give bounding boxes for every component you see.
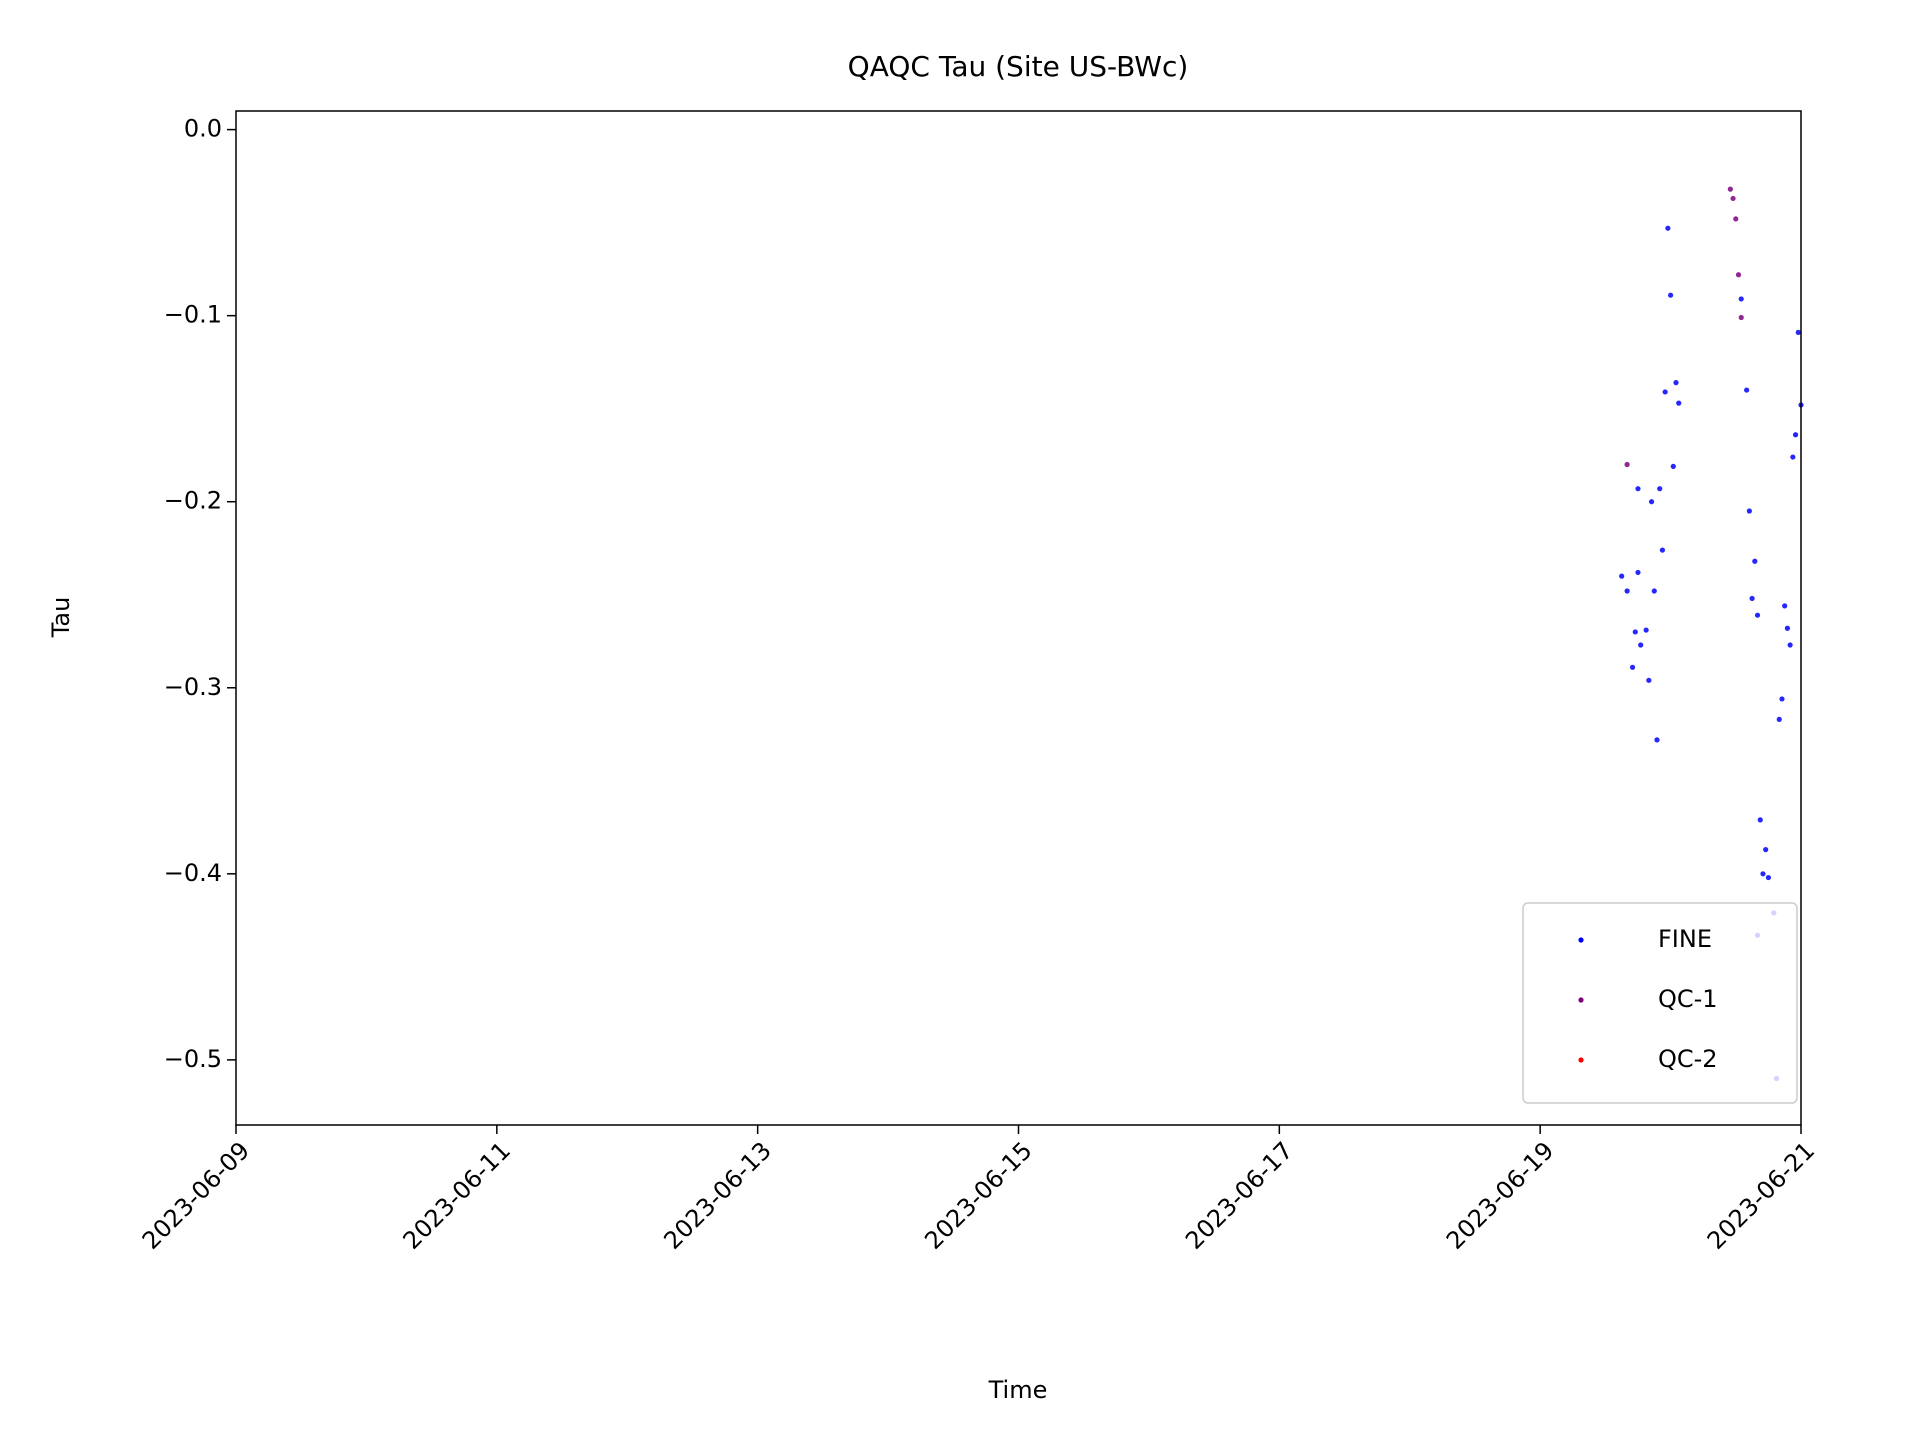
y-tick-label: −0.2: [164, 487, 222, 515]
legend-label: FINE: [1658, 925, 1712, 953]
legend-marker: [1578, 1057, 1584, 1063]
data-point: [1784, 625, 1791, 631]
legend-box: [1522, 902, 1798, 1104]
y-tick-label: −0.1: [164, 301, 222, 329]
data-point: [1670, 463, 1676, 469]
data-point: [1765, 874, 1771, 881]
data-point: [1779, 696, 1785, 702]
data-point: [1763, 847, 1769, 853]
data-point: [1733, 216, 1739, 222]
data-point: [1782, 603, 1788, 609]
data-point: [1738, 296, 1744, 302]
legend-label: QC-2: [1658, 1045, 1718, 1073]
data-point: [1727, 186, 1733, 192]
chart-title: QAQC Tau (Site US-BWc): [848, 50, 1189, 83]
data-point: [1648, 499, 1655, 505]
data-point: [1619, 573, 1625, 579]
data-point: [1624, 588, 1630, 594]
data-point: [1635, 569, 1641, 576]
data-point: [1787, 642, 1793, 648]
legend-label: QC-1: [1658, 985, 1718, 1013]
data-point: [1746, 508, 1752, 514]
data-point: [1651, 588, 1657, 594]
data-point: [1629, 664, 1636, 670]
data-point: [1638, 642, 1644, 648]
data-point: [1662, 389, 1668, 395]
data-point: [1665, 225, 1671, 231]
data-point: [1657, 486, 1663, 492]
legend-marker: [1578, 997, 1584, 1003]
data-point: [1760, 871, 1766, 877]
y-tick-label: 0.0: [184, 115, 222, 143]
data-point: [1643, 627, 1649, 633]
data-point: [1654, 737, 1660, 743]
data-point: [1632, 629, 1638, 635]
data-point: [1790, 454, 1796, 460]
legend-marker: [1578, 937, 1584, 943]
data-point: [1752, 558, 1758, 564]
data-point: [1659, 547, 1666, 553]
x-axis-label: Time: [988, 1376, 1048, 1404]
data-point: [1754, 612, 1761, 618]
data-point: [1749, 595, 1755, 602]
data-point: [1735, 272, 1742, 278]
y-tick-label: −0.5: [164, 1045, 222, 1073]
data-point: [1676, 400, 1682, 406]
data-point: [1667, 292, 1674, 298]
data-point: [1646, 677, 1652, 683]
plot-frame: [235, 110, 1802, 1126]
data-point: [1730, 195, 1736, 202]
data-point: [1635, 486, 1641, 492]
data-point: [1757, 817, 1763, 823]
data-point: [1795, 329, 1801, 336]
data-point: [1738, 314, 1744, 321]
y-axis-label: Tau: [47, 597, 75, 639]
y-tick-label: −0.3: [164, 673, 222, 701]
data-point: [1776, 716, 1782, 723]
data-point: [1744, 387, 1750, 393]
data-point: [1624, 461, 1630, 468]
data-point: [1673, 380, 1679, 386]
y-tick-label: −0.4: [164, 859, 222, 887]
data-point: [1792, 432, 1799, 438]
